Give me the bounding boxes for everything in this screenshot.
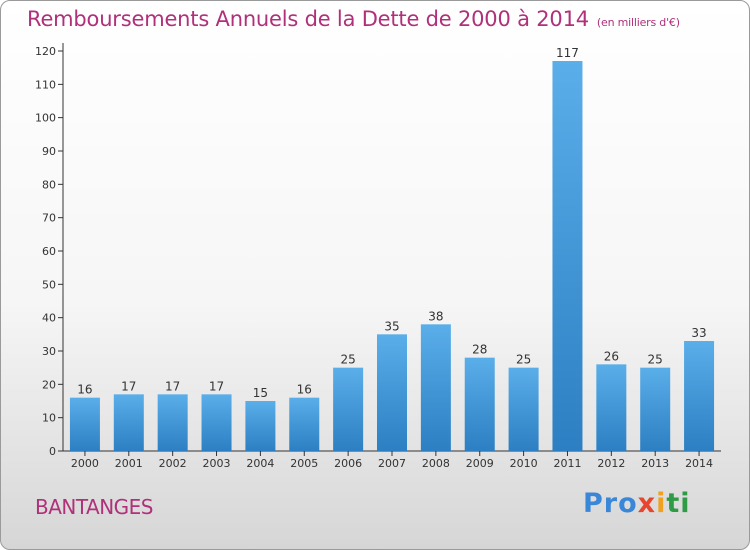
bar-value-label: 35 [384, 319, 399, 333]
bar-value-label: 28 [472, 343, 487, 357]
x-tick-label: 2013 [641, 457, 669, 470]
chart-title-text: Remboursements Annuels de la Dette de 20… [27, 7, 589, 31]
y-tick-label: 50 [42, 278, 56, 291]
bar-2005 [289, 397, 320, 451]
x-tick-label: 2000 [71, 457, 99, 470]
bar-2000 [69, 397, 100, 451]
y-tick-label: 60 [42, 245, 56, 258]
chart-axes: 0 10 20 30 40 50 60 70 80 90 100 110 120 2000 2001 2002… [35, 43, 721, 470]
y-tick-label: 10 [42, 412, 56, 425]
x-tick-label: 2004 [246, 457, 274, 470]
bar-2013 [640, 367, 671, 451]
y-tick-label: 100 [35, 112, 56, 125]
bar-value-label: 17 [165, 379, 180, 393]
y-tick-label: 70 [42, 212, 56, 225]
y-tick-label: 80 [42, 178, 56, 191]
y-tick-label: 0 [49, 445, 56, 458]
bar-2004 [245, 401, 276, 451]
chart-subtitle: (en milliers d'€) [596, 16, 680, 29]
bar-2006 [333, 367, 364, 451]
x-tick-label: 2001 [115, 457, 143, 470]
bar-value-label: 26 [604, 349, 619, 363]
x-tick-label: 2009 [466, 457, 494, 470]
bar-value-label: 15 [253, 386, 268, 400]
chart-bars: 16 17 17 17 15 16 25 35 38 28 25 117 26 25 33 [69, 46, 715, 451]
bar-value-label: 25 [648, 353, 663, 367]
bar-value-label: 17 [121, 379, 136, 393]
bar-2001 [113, 394, 144, 451]
bar-2010 [508, 367, 539, 451]
bar-value-label: 17 [209, 379, 224, 393]
y-tick-label: 20 [42, 378, 56, 391]
x-tick-label: 2012 [597, 457, 625, 470]
x-tick-label: 2010 [510, 457, 538, 470]
bar-2007 [377, 334, 407, 451]
bar-value-label: 16 [297, 383, 312, 397]
y-tick-label: 120 [35, 45, 56, 58]
bar-2012 [596, 364, 627, 451]
bar-value-label: 16 [77, 383, 92, 397]
y-tick-label: 40 [42, 312, 56, 325]
commune-name: BANTANGES [35, 495, 154, 519]
x-tick-label: 2003 [203, 457, 231, 470]
x-tick-label: 2014 [685, 457, 713, 470]
x-tick-label: 2002 [159, 457, 187, 470]
x-tick-label: 2011 [553, 457, 581, 470]
chart-title: Remboursements Annuels de la Dette de 20… [27, 7, 680, 31]
bar-value-label: 25 [516, 353, 531, 367]
bar-2002 [157, 394, 188, 451]
y-tick-label: 90 [42, 145, 56, 158]
bar-2014 [684, 341, 715, 451]
x-tick-label: 2005 [290, 457, 318, 470]
bar-value-label: 117 [556, 46, 579, 60]
bar-value-label: 33 [691, 326, 706, 340]
bar-value-label: 25 [340, 353, 355, 367]
x-tick-label: 2007 [378, 457, 406, 470]
proxiti-logo: Proxiti [583, 488, 691, 519]
bar-2009 [464, 357, 495, 451]
y-tick-label: 30 [42, 345, 56, 358]
bar-2011 [552, 61, 583, 451]
x-tick-label: 2006 [334, 457, 362, 470]
y-tick-label: 110 [35, 78, 56, 91]
x-tick-label: 2008 [422, 457, 450, 470]
bar-value-label: 38 [428, 309, 443, 323]
bar-2008 [420, 324, 451, 451]
bar-2003 [201, 394, 232, 451]
